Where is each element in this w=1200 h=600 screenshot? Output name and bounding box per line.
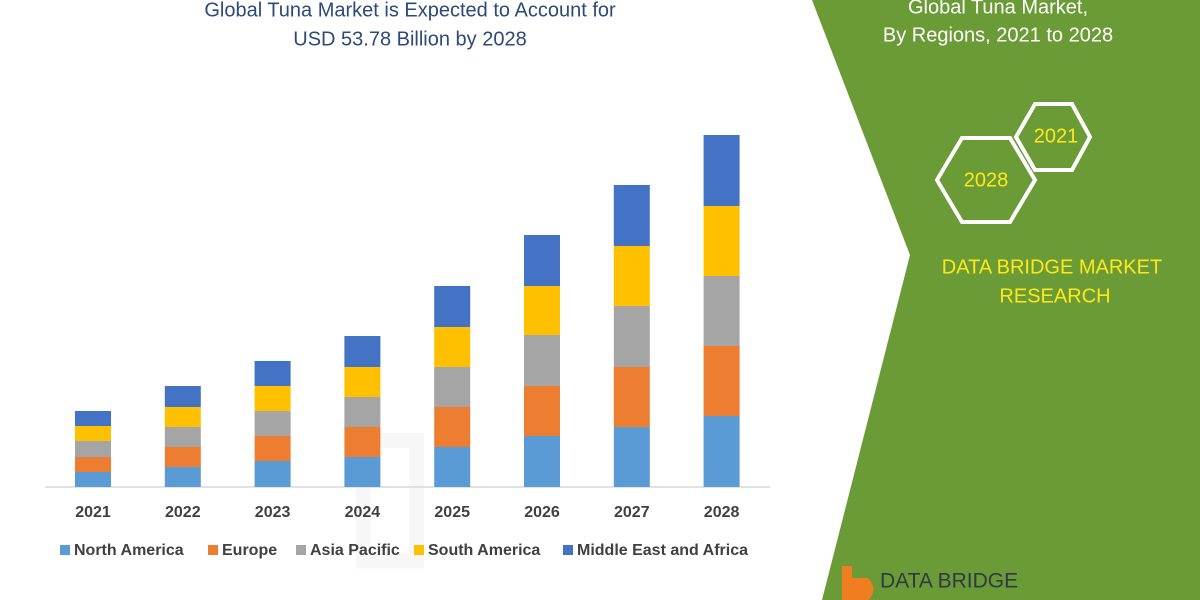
brand-text: RESEARCH <box>999 285 1110 307</box>
bar-segment <box>524 286 560 335</box>
bar-segment <box>434 447 471 487</box>
hexagon <box>1013 102 1093 172</box>
bar-segment <box>254 461 291 487</box>
bar-segment <box>613 427 650 487</box>
bar-segment <box>703 416 740 487</box>
bar-segment <box>75 426 111 441</box>
bar-segment <box>164 447 201 467</box>
legend-swatch <box>414 545 424 555</box>
bar-segment <box>524 235 560 286</box>
bar-segment <box>75 457 111 472</box>
bar-segment <box>344 397 381 427</box>
legend-label: North America <box>74 542 184 559</box>
bar-segment <box>524 436 560 487</box>
logo-mark <box>842 566 874 600</box>
panel-heading: Global Tuna Market, <box>908 0 1088 18</box>
bar-segment <box>613 367 650 427</box>
bar-segment <box>75 472 111 487</box>
bar-segment <box>75 411 111 426</box>
x-tick-label: 2021 <box>75 504 111 521</box>
bar-segment <box>254 386 291 411</box>
bar-segment <box>703 276 740 346</box>
bar-segment <box>254 361 291 386</box>
bar-segment <box>434 407 471 447</box>
side-panel <box>812 0 1200 600</box>
bar-segment <box>613 306 650 367</box>
bar-segment <box>434 286 471 327</box>
bar-segment <box>613 246 650 306</box>
x-tick-label: 2027 <box>614 504 650 521</box>
bar-segment <box>344 457 381 487</box>
bar-segment <box>164 427 201 447</box>
bar-segment <box>75 441 111 457</box>
bar-segment <box>434 327 471 367</box>
legend-label: Middle East and Africa <box>577 542 748 559</box>
bar-segment <box>344 427 381 457</box>
x-tick-label: 2024 <box>345 504 381 521</box>
bar-segment <box>613 185 650 246</box>
bar-segment <box>254 436 291 461</box>
legend-label: Europe <box>222 542 277 559</box>
bar-segment <box>703 135 740 206</box>
hex-label: 2021 <box>1034 125 1079 147</box>
bar-segment <box>524 335 560 386</box>
legend-label: Asia Pacific <box>310 542 400 559</box>
bar-segment <box>524 386 560 436</box>
legend-swatch <box>296 545 306 555</box>
legend-label: South America <box>428 542 540 559</box>
bar-segment <box>254 411 291 436</box>
bar-segment <box>434 367 471 407</box>
legend-swatch <box>60 545 70 555</box>
chart-title: Global Tuna Market is Expected to Accoun… <box>204 0 616 21</box>
x-tick-label: 2026 <box>524 504 560 521</box>
bar-segment <box>703 206 740 276</box>
logo-text: DATA BRIDGE <box>880 570 1018 593</box>
x-tick-label: 2022 <box>165 504 201 521</box>
legend-swatch <box>208 545 218 555</box>
hex-label: 2028 <box>964 169 1009 191</box>
chart-title: USD 53.78 Billion by 2028 <box>293 28 526 50</box>
legend-swatch <box>563 545 573 555</box>
bar-segment <box>344 367 381 397</box>
bar-segment <box>344 336 381 367</box>
brand-text: DATA BRIDGE MARKET <box>942 256 1162 278</box>
x-tick-label: 2028 <box>704 504 740 521</box>
x-tick-label: 2025 <box>434 504 470 521</box>
bar-segment <box>703 346 740 416</box>
hexagon <box>934 136 1038 224</box>
bar-segment <box>164 386 201 407</box>
panel-heading: By Regions, 2021 to 2028 <box>883 24 1113 46</box>
x-tick-label: 2023 <box>255 504 291 521</box>
bar-segment <box>164 467 201 487</box>
bar-segment <box>164 407 201 427</box>
